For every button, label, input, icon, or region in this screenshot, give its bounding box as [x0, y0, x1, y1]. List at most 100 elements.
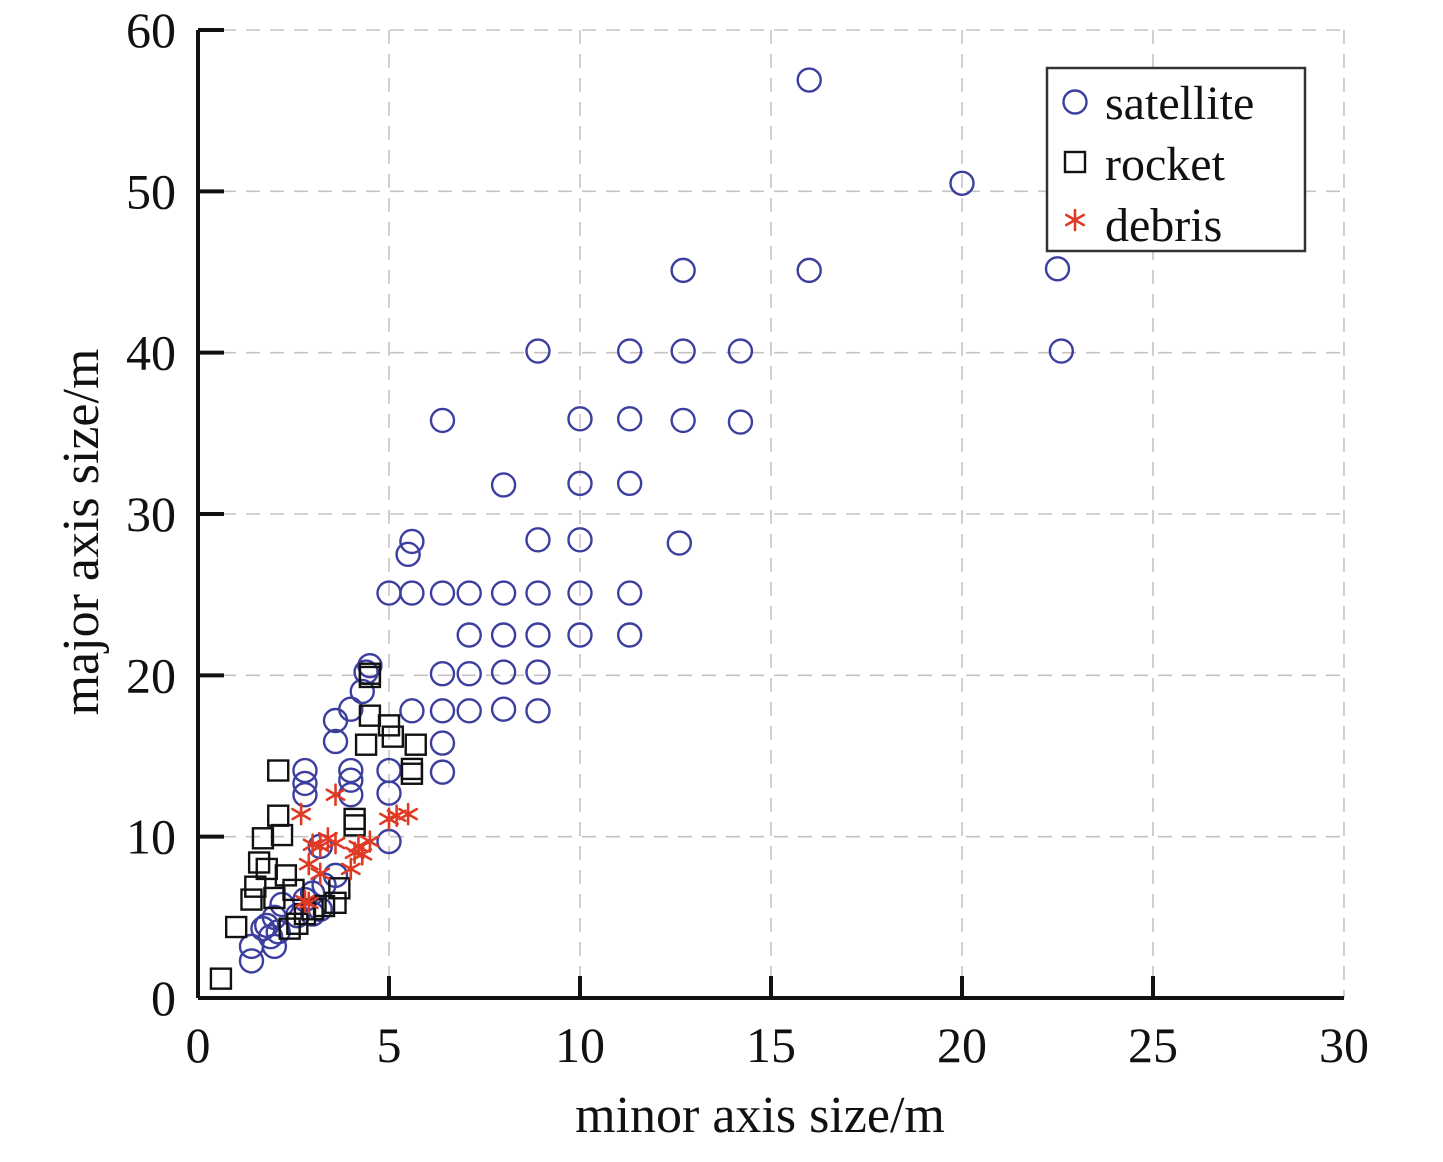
rocket-point — [343, 807, 366, 831]
rocket-point — [377, 714, 401, 737]
satellite-point — [357, 652, 383, 679]
rocket-point — [267, 759, 290, 782]
debris-point — [359, 830, 380, 853]
debris-point — [310, 862, 331, 886]
rocket-point — [400, 762, 424, 785]
debris-point — [340, 857, 361, 881]
satellite-point — [456, 622, 482, 648]
rocket-point — [244, 875, 267, 898]
satellite-point — [429, 580, 456, 606]
y-axis-title: major axis size/m — [53, 349, 110, 716]
satellite-point — [567, 622, 593, 648]
rocket-point — [270, 823, 294, 847]
satellite-point — [399, 580, 425, 606]
satellite-point — [525, 659, 551, 685]
satellite-point — [949, 170, 975, 196]
x-tick-label: 20 — [937, 1017, 987, 1073]
satellite-point — [1048, 338, 1075, 364]
satellite-point — [395, 541, 421, 568]
satellite-point — [456, 698, 482, 724]
satellite-point — [525, 698, 551, 724]
satellite-point — [322, 728, 349, 755]
satellite-point — [525, 527, 551, 553]
satellite-point — [670, 338, 696, 364]
satellite-point — [567, 580, 593, 606]
satellite-point — [376, 780, 402, 806]
satellite-point — [490, 622, 517, 648]
grid-layer — [198, 29, 1345, 998]
rocket-point — [247, 851, 271, 874]
x-tick-label: 10 — [555, 1017, 605, 1073]
rocket-point — [267, 804, 290, 827]
satellite-point — [238, 948, 265, 974]
legend-marker-satellite — [1062, 89, 1088, 115]
debris-point — [386, 804, 407, 827]
satellite-point — [269, 891, 295, 918]
satellite-point — [525, 338, 551, 364]
rocket-point — [282, 878, 305, 902]
satellite-point — [250, 915, 276, 942]
legend-marker-rocket — [1063, 150, 1087, 174]
satellite-point — [727, 338, 754, 364]
satellite-point — [567, 406, 593, 432]
x-axis-title: minor axis size/m — [575, 1087, 945, 1144]
series-rocket — [209, 662, 427, 990]
satellite-point — [525, 580, 551, 606]
satellite-point — [796, 257, 822, 284]
satellite-point — [338, 782, 364, 808]
x-tick-label: 5 — [377, 1017, 402, 1073]
debris-point — [298, 852, 319, 876]
rocket-point — [381, 725, 405, 748]
satellite-point — [292, 757, 318, 784]
satellite-point — [666, 530, 693, 556]
satellite-point — [338, 767, 364, 793]
series-debris — [291, 783, 419, 915]
rocket-point — [404, 733, 427, 756]
satellite-point — [238, 933, 265, 960]
satellite-point — [399, 528, 425, 555]
satellite-point — [616, 622, 643, 648]
satellite-point — [1044, 256, 1071, 282]
y-tick-label: 40 — [126, 325, 176, 381]
satellite-point — [429, 698, 456, 724]
legend: satellite rocket debris — [1045, 66, 1307, 253]
satellite-point — [616, 338, 643, 364]
satellite-point — [292, 770, 318, 797]
satellite-point — [670, 257, 696, 284]
rocket-point — [209, 967, 233, 990]
debris-point — [298, 891, 319, 915]
rocket-point — [240, 888, 263, 911]
y-tick-label: 60 — [126, 2, 176, 58]
y-tick-label: 0 — [151, 970, 176, 1026]
legend-label-rocket: rocket — [1105, 138, 1226, 191]
rocket-point — [400, 757, 424, 781]
satellite-point — [796, 67, 822, 93]
y-tick-label: 10 — [126, 809, 176, 865]
satellite-point — [616, 406, 643, 432]
satellite-point — [490, 580, 517, 606]
x-tick-label: 30 — [1319, 1017, 1369, 1073]
satellite-point — [456, 661, 482, 687]
satellite-point — [399, 698, 425, 724]
x-tick-label: 15 — [746, 1017, 796, 1073]
y-tick-label: 30 — [126, 486, 176, 542]
satellite-point — [429, 661, 456, 687]
satellite-point — [616, 470, 643, 497]
satellite-point — [567, 470, 593, 497]
satellite-point — [525, 622, 551, 648]
satellite-point — [429, 759, 456, 785]
debris-point — [398, 802, 419, 826]
rocket-point — [358, 665, 382, 689]
debris-point — [352, 843, 373, 866]
x-tick-label: 25 — [1128, 1017, 1178, 1073]
rocket-point — [354, 733, 378, 756]
legend-marker-debris — [1065, 208, 1085, 232]
debris-point — [325, 831, 346, 855]
rocket-point — [328, 877, 351, 900]
legend-items — [1062, 89, 1088, 232]
legend-label-satellite: satellite — [1105, 77, 1254, 130]
rocket-point — [224, 915, 248, 939]
rocket-point — [251, 827, 275, 850]
x-tick-label: 0 — [186, 1017, 211, 1073]
satellite-point — [429, 407, 456, 434]
